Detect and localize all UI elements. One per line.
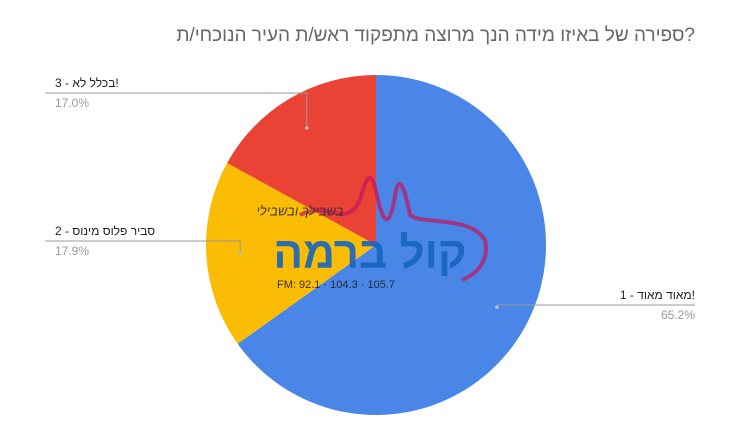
value-label: 65.2% — [661, 308, 695, 322]
watermark: בשבילך ובשבילי קול ברמה FM: 92.1 · 104.3… — [256, 175, 488, 291]
value-label: 17.0% — [55, 96, 89, 110]
logo-name: קול ברמה — [273, 229, 466, 278]
leader-dot — [495, 305, 499, 310]
logo-wave — [299, 175, 488, 282]
leader-dot — [305, 126, 309, 130]
logo-slogan: בשבילך ובשבילי — [256, 203, 343, 218]
leader-dot — [238, 251, 243, 255]
pie — [206, 74, 547, 415]
legend-label: 2 - סביר פלוס מינוס — [55, 224, 155, 238]
value-label: 17.9% — [55, 244, 89, 258]
leader-line — [45, 240, 241, 253]
legend-label: 1 - מאוד מאוד! — [620, 288, 695, 302]
labels: 1 - מאוד מאוד! 65.2% 2 - סביר פלוס מינוס 17… — [45, 76, 695, 322]
chart-title: ספירה של באיזו מידה הנך מרוצה מתפקוד ראש… — [176, 25, 695, 46]
legend-label: 3 - בכלל לא! — [55, 76, 119, 90]
logo-frequencies: FM: 92.1 · 104.3 · 105.7 — [277, 279, 395, 291]
pie-slice — [237, 75, 547, 415]
pie-slice — [227, 74, 376, 245]
leader-line — [45, 92, 308, 128]
pie-slice — [206, 162, 376, 344]
